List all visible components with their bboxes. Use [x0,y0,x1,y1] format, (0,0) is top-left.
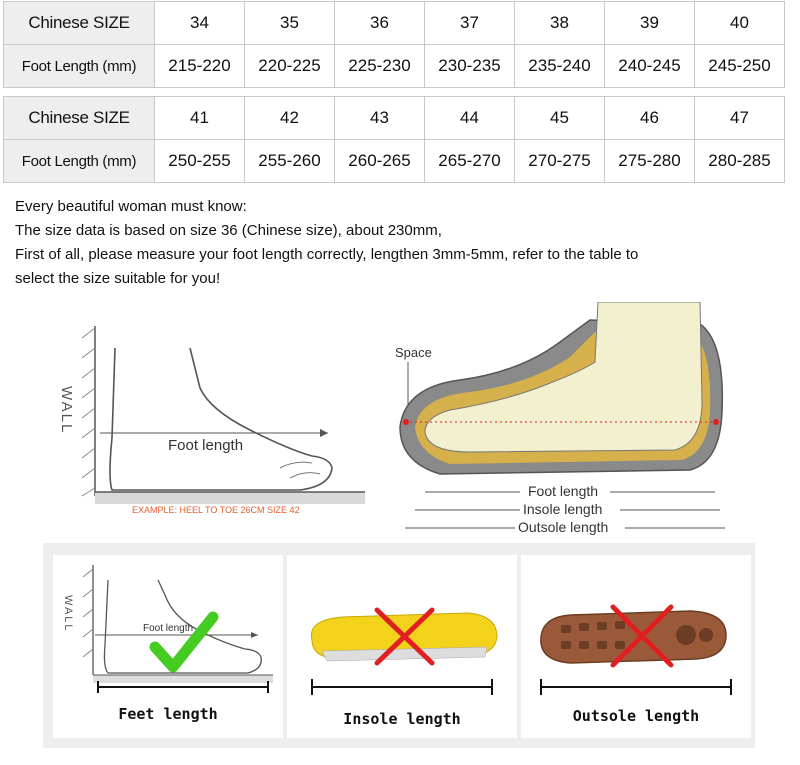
length-cell: 255-260 [244,139,335,183]
insole-length-caption: Insole length [343,710,461,728]
length-cell: 230-235 [424,44,515,88]
panel-outsole-length: Outsole length [521,555,751,738]
row-label-size: Chinese SIZE [3,96,155,140]
size-cell: 47 [694,96,785,140]
foot-length-label: Foot length [168,437,243,454]
note-line: Every beautiful woman must know: [15,198,247,215]
foot-wall-diagram: WALL Foot length EXAMPLE: HEEL TO TOE 26… [58,326,365,515]
size-cell: 35 [244,1,335,45]
row-label-length: Foot Length (mm) [3,139,155,183]
length-cell: 235-240 [514,44,605,88]
row-label-size: Chinese SIZE [3,1,155,45]
outsole-illustration [540,604,732,695]
insole-length-label: Insole length [523,501,602,517]
outsole-shape [540,610,727,664]
length-row: Foot Length (mm) 215-220 220-225 225-230… [3,44,785,88]
size-guide-note: Every beautiful woman must know: The siz… [15,195,785,291]
outsole-length-label: Outsole length [518,519,608,535]
wall-hatching [81,327,96,497]
floor [95,492,365,504]
length-cell: 240-245 [604,44,695,88]
length-cell: 220-225 [244,44,335,88]
length-cell: 260-265 [334,139,425,183]
length-cell: 245-250 [694,44,785,88]
note-line: The size data is based on size 36 (Chine… [15,222,442,239]
outsole-length-caption: Outsole length [572,707,700,725]
size-table-2: Chinese SIZE 41 42 43 44 45 46 47 Foot L… [3,96,785,183]
size-cell: 43 [334,96,425,140]
feet-length-illustration: WALL Foot length [62,565,273,693]
example-label: EXAMPLE: HEEL TO TOE 26CM SIZE 42 [132,505,300,515]
length-cell: 265-270 [424,139,515,183]
panel-feet-length: WALL Foot length Feet length [53,555,283,738]
size-cell: 36 [334,1,425,45]
size-cell: 46 [604,96,695,140]
check-icon [149,611,219,673]
size-cell: 39 [604,1,695,45]
feet-length-caption: Feet length [118,705,218,723]
size-cell: 40 [694,1,785,45]
size-table-1: Chinese SIZE 34 35 36 37 38 39 40 Foot L… [3,1,785,88]
toes-detail [279,461,321,479]
size-cell: 44 [424,96,515,140]
length-cell: 225-230 [334,44,425,88]
length-cell: 275-280 [604,139,695,183]
note-line: select the size suitable for you! [15,270,221,287]
length-cell: 215-220 [154,44,245,88]
foot-shape [424,302,703,453]
length-cell: 270-275 [514,139,605,183]
size-cell: 41 [154,96,245,140]
size-cell: 38 [514,1,605,45]
comparison-panels: WALL Foot length Feet length Insole leng… [43,543,755,748]
wall-label: WALL [58,386,75,434]
shoe-section-diagram: Space Foot length Insole length Outsole … [395,302,725,535]
size-row: Chinese SIZE 34 35 36 37 38 39 40 [3,1,785,45]
space-label: Space [395,345,432,360]
size-row: Chinese SIZE 41 42 43 44 45 46 47 [3,96,785,140]
size-cell: 37 [424,1,515,45]
size-cell: 34 [154,1,245,45]
foot-outline [109,347,333,491]
insole-illustration [310,607,498,695]
length-cell: 250-255 [154,139,245,183]
row-label-length: Foot Length (mm) [3,44,155,88]
size-cell: 42 [244,96,335,140]
length-cell: 280-285 [694,139,785,183]
panel-insole-length: Insole length [287,555,517,738]
note-line: First of all, please measure your foot l… [15,246,639,263]
size-cell: 45 [514,96,605,140]
foot-outline [103,579,262,674]
foot-length-label: Foot length [143,623,193,634]
outsole-tread [561,621,713,649]
length-row: Foot Length (mm) 250-255 255-260 260-265… [3,139,785,183]
foot-length-label: Foot length [528,483,598,499]
wall-label: WALL [62,595,74,633]
